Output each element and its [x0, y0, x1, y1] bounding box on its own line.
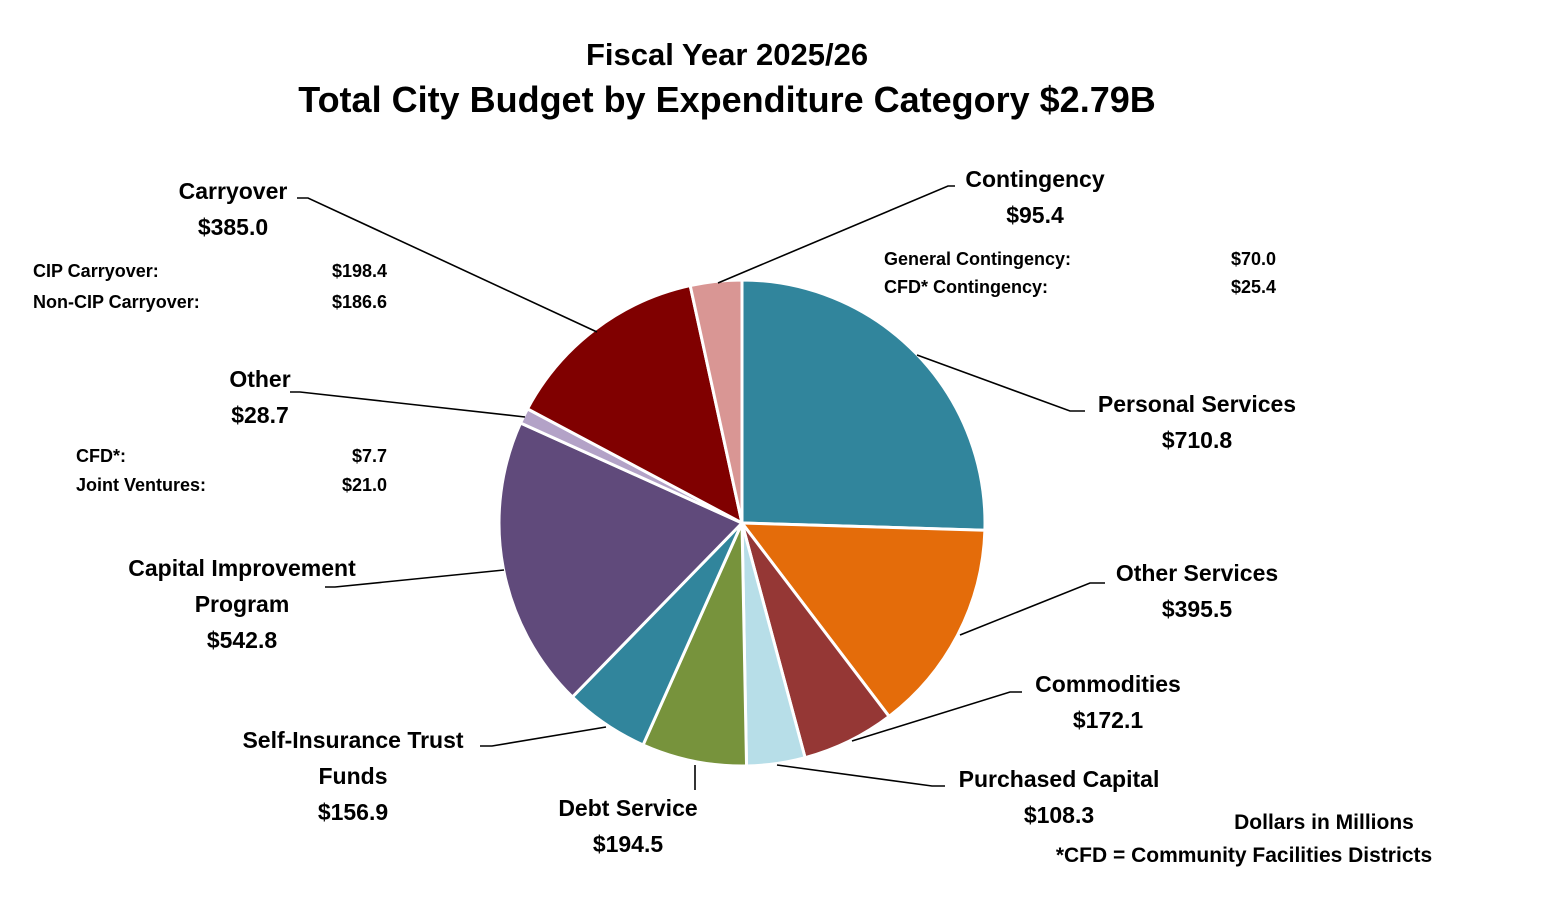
- leader-carryover: [297, 197, 598, 333]
- value-label-commodities: $172.1: [1073, 707, 1144, 733]
- label-capital-improvement-program: Program: [195, 591, 290, 617]
- slice-capital-improvement-program: [497, 420, 745, 700]
- leader-other: [290, 391, 526, 418]
- label-other-services: Other Services: [1116, 560, 1278, 586]
- label-commodities: Commodities: [1035, 671, 1181, 697]
- leader-capital-improvement-program: [325, 569, 505, 588]
- breakdown-value-cip-carryover: $198.4: [332, 261, 387, 281]
- label-capital-improvement-program: Capital Improvement: [128, 555, 356, 581]
- label-debt-service: Debt Service: [558, 795, 697, 821]
- value-label-self-insurance-trust-funds: $156.9: [318, 799, 388, 825]
- breakdown-value-non-cip-carryover: $186.6: [332, 292, 387, 312]
- breakdown-tables: General Contingency: $70.0 CFD* Contingenc…: [33, 249, 1276, 495]
- label-self-insurance-trust-funds: Self-Insurance Trust: [242, 727, 463, 753]
- value-label-other-services: $395.5: [1162, 596, 1233, 622]
- value-label-debt-service: $194.5: [593, 831, 664, 857]
- breakdown-label-cip-carryover: CIP Carryover:: [33, 261, 159, 281]
- units-note: Dollars in Millions: [1234, 811, 1414, 834]
- label-personal-services: Personal Services: [1098, 391, 1296, 417]
- breakdown-label-cfd: CFD*:: [76, 446, 126, 466]
- value-label-carryover: $385.0: [198, 214, 268, 240]
- label-contingency: Contingency: [965, 166, 1104, 192]
- chart-title: Fiscal Year 2025/26: [586, 37, 868, 72]
- slice-debt-service: [641, 522, 749, 768]
- value-label-purchased-capital: $108.3: [1024, 802, 1094, 828]
- value-label-other: $28.7: [231, 402, 289, 428]
- breakdown-value-cfd: $7.7: [352, 446, 387, 466]
- chart-subtitle: Total City Budget by Expenditure Categor…: [298, 79, 1156, 120]
- breakdown-label-non-cip-carryover: Non-CIP Carryover:: [33, 292, 200, 312]
- label-purchased-capital: Purchased Capital: [959, 766, 1160, 792]
- slice-labels: Personal Services $710.8 Other Services $39…: [128, 166, 1296, 857]
- breakdown-value-general-contingency: $70.0: [1231, 249, 1276, 269]
- breakdown-value-joint-ventures: $21.0: [342, 475, 387, 495]
- label-carryover: Carryover: [179, 178, 288, 204]
- leader-contingency: [717, 185, 955, 284]
- slice-contingency: [688, 278, 744, 524]
- value-label-capital-improvement-program: $542.8: [207, 627, 278, 653]
- value-label-contingency: $95.4: [1006, 202, 1064, 228]
- leader-commodities: [851, 691, 1022, 742]
- slice-carryover: [525, 283, 745, 526]
- breakdown-label-joint-ventures: Joint Ventures:: [76, 475, 206, 495]
- leader-lines: [290, 185, 1105, 790]
- leader-purchased-capital: [776, 764, 945, 787]
- leader-personal-services: [916, 354, 1085, 412]
- label-other: Other: [229, 366, 290, 392]
- value-label-personal-services: $710.8: [1162, 427, 1233, 453]
- leader-other-services: [959, 582, 1105, 636]
- breakdown-label-general-contingency: General Contingency:: [884, 249, 1071, 269]
- slice-other-services: [738, 521, 987, 719]
- label-self-insurance-trust-funds: Funds: [319, 763, 388, 789]
- footnote: *CFD = Community Facilities Districts: [1056, 844, 1432, 867]
- breakdown-label-cfd-contingency: CFD* Contingency:: [884, 277, 1048, 297]
- slices: [497, 278, 987, 768]
- leader-self-insurance-trust-funds: [480, 726, 607, 747]
- slice-personal-services: [740, 278, 987, 532]
- breakdown-value-cfd-contingency: $25.4: [1231, 277, 1276, 297]
